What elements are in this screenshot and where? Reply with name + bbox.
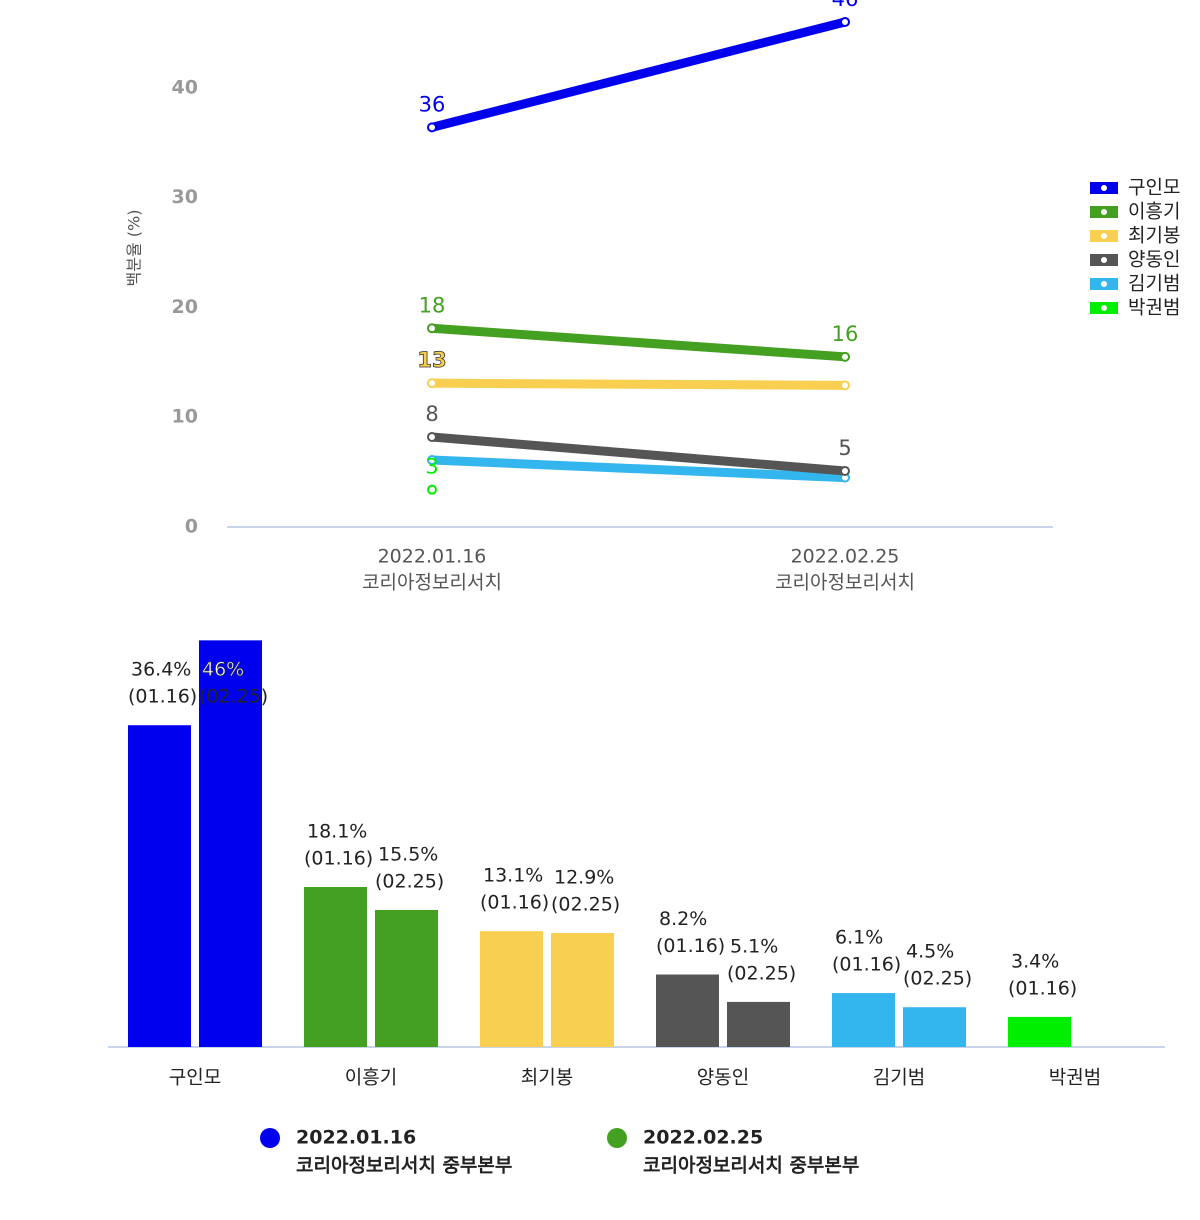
legend-dot: [1101, 209, 1107, 215]
point: [840, 380, 850, 391]
line: [427, 17, 850, 132]
legend-sublabel: 코리아정보리서치 중부본부: [643, 1155, 859, 1177]
bar: [199, 640, 262, 1047]
x-tick-label: 최기봉: [521, 1067, 573, 1089]
data-label-suffix: (02.25): [375, 870, 444, 892]
point: [840, 16, 850, 27]
data-label-suffix: (01.16): [656, 935, 725, 957]
data-label: 18.1%: [307, 820, 367, 842]
data-label: 8.2%: [659, 908, 707, 930]
legend-sublabel: 코리아정보리서치 중부본부: [296, 1155, 512, 1177]
data-label-suffix: (01.16): [480, 892, 549, 914]
data-label: 18: [419, 293, 446, 317]
data-label: 13.1%: [483, 865, 543, 887]
x-tick-sublabel: 코리아정보리서치: [775, 572, 915, 594]
x-tick-label: 2022.02.25: [791, 546, 900, 568]
bar: [480, 931, 543, 1047]
point: [427, 455, 437, 466]
legend-dot: [1101, 305, 1107, 311]
x-tick-label: 2022.01.16: [378, 546, 487, 568]
point: [427, 122, 437, 133]
y-tick-label: 40: [172, 76, 198, 98]
x-tick-label: 김기범: [873, 1067, 925, 1089]
y-tick-label: 20: [172, 296, 198, 318]
point: [840, 466, 850, 477]
bar: [304, 886, 367, 1047]
data-label-suffix: (02.25): [199, 686, 268, 708]
data-label-suffix: (02.25): [727, 962, 796, 984]
y-tick-label: 0: [185, 516, 198, 538]
data-label: 3.4%: [1011, 950, 1059, 972]
x-tick-label: 양동인: [697, 1067, 749, 1089]
point: [427, 323, 437, 334]
point: [840, 351, 850, 362]
data-label: 16: [832, 322, 859, 346]
bar: [903, 1007, 966, 1047]
legend-label: 이흥기: [1128, 201, 1180, 223]
data-label: 36.4%: [131, 659, 191, 681]
data-label-suffix: (02.25): [903, 968, 972, 990]
legend-label: 구인모: [1128, 177, 1180, 199]
point: [427, 484, 437, 495]
data-label-suffix: (01.16): [1008, 977, 1077, 999]
x-tick-sublabel: 코리아정보리서치: [362, 572, 502, 594]
x-tick-label: 박권범: [1049, 1067, 1101, 1089]
data-label: 5: [838, 436, 851, 460]
bar: [1008, 1016, 1071, 1047]
data-label-suffix: (02.25): [551, 893, 620, 915]
line: [427, 378, 850, 390]
bar: [375, 909, 438, 1047]
data-label: 46%: [202, 659, 244, 681]
y-axis-label: 백분율 (%): [125, 210, 144, 287]
bar: [832, 993, 895, 1047]
legend-label: 김기범: [1128, 273, 1180, 295]
data-label: 3: [425, 455, 438, 479]
legend-label: 2022.02.25: [643, 1127, 763, 1149]
legend-dot: [260, 1128, 280, 1148]
data-label-suffix: (01.16): [304, 847, 373, 869]
data-label: 15.5%: [378, 843, 438, 865]
line: [427, 323, 850, 362]
data-label: 8: [425, 402, 438, 426]
point: [427, 431, 437, 442]
y-tick-label: 10: [172, 406, 198, 428]
bar: [727, 1001, 790, 1047]
legend-label: 2022.01.16: [296, 1127, 416, 1149]
legend-label: 양동인: [1128, 249, 1180, 271]
x-tick-label: 이흥기: [345, 1067, 397, 1089]
legend-dot: [1101, 257, 1107, 263]
legend-dot: [1101, 233, 1107, 239]
legend-dot: [607, 1128, 627, 1148]
line: [427, 455, 850, 483]
data-label: 5.1%: [730, 935, 778, 957]
data-label: 6.1%: [835, 927, 883, 949]
legend-dot: [1101, 185, 1107, 191]
data-label: 13: [417, 348, 446, 372]
data-label: 46: [832, 0, 859, 11]
y-tick-label: 30: [172, 186, 198, 208]
data-label: 12.9%: [554, 866, 614, 888]
bar: [551, 932, 614, 1047]
data-label: 4.5%: [906, 941, 954, 963]
data-label-suffix: (01.16): [128, 686, 197, 708]
x-tick-label: 구인모: [169, 1067, 221, 1089]
legend-label: 최기봉: [1128, 225, 1180, 247]
legend-dot: [1101, 281, 1107, 287]
data-label-suffix: (01.16): [832, 954, 901, 976]
bar: [128, 725, 191, 1047]
line: [427, 432, 850, 476]
data-label: 36: [419, 92, 446, 116]
legend-label: 박권범: [1128, 297, 1180, 319]
bar: [656, 974, 719, 1047]
point: [427, 378, 437, 389]
